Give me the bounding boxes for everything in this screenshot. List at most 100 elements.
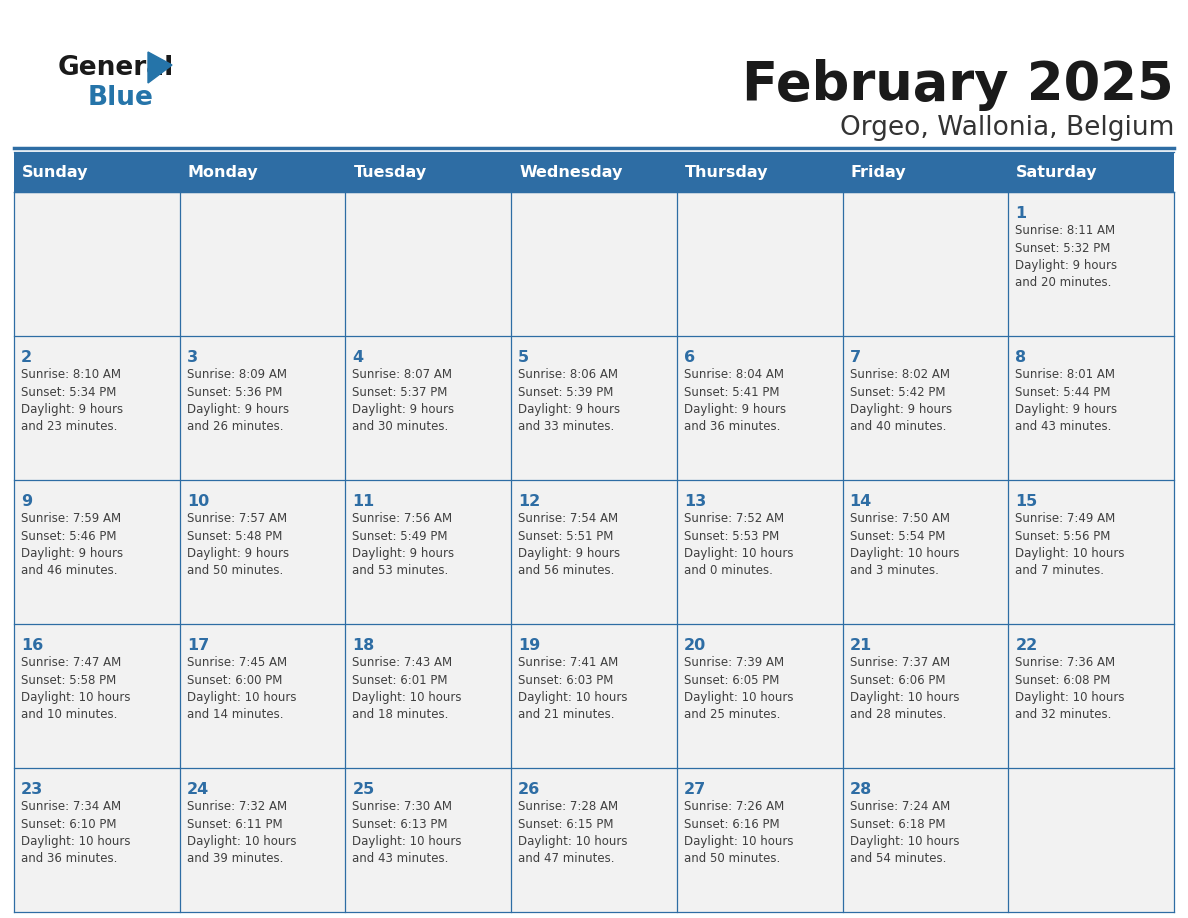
Text: Sunrise: 8:04 AM
Sunset: 5:41 PM
Daylight: 9 hours
and 36 minutes.: Sunrise: 8:04 AM Sunset: 5:41 PM Dayligh…: [684, 368, 786, 433]
Text: Sunrise: 7:24 AM
Sunset: 6:18 PM
Daylight: 10 hours
and 54 minutes.: Sunrise: 7:24 AM Sunset: 6:18 PM Dayligh…: [849, 800, 959, 866]
Bar: [346, 480, 511, 624]
Text: 20: 20: [684, 638, 706, 653]
Text: 25: 25: [353, 782, 374, 797]
Text: 28: 28: [849, 782, 872, 797]
Text: Sunrise: 7:47 AM
Sunset: 5:58 PM
Daylight: 10 hours
and 10 minutes.: Sunrise: 7:47 AM Sunset: 5:58 PM Dayligh…: [21, 656, 131, 722]
Bar: [346, 336, 511, 480]
Text: 18: 18: [353, 638, 374, 653]
Text: February 2025: February 2025: [742, 59, 1174, 111]
Bar: [677, 192, 842, 336]
Text: Wednesday: Wednesday: [519, 164, 623, 180]
Text: 5: 5: [518, 350, 530, 365]
Text: 19: 19: [518, 638, 541, 653]
Bar: [842, 192, 1009, 336]
Bar: [14, 336, 179, 480]
Text: 4: 4: [353, 350, 364, 365]
Bar: [179, 768, 346, 912]
Text: Sunrise: 7:57 AM
Sunset: 5:48 PM
Daylight: 9 hours
and 50 minutes.: Sunrise: 7:57 AM Sunset: 5:48 PM Dayligh…: [187, 512, 289, 577]
Text: Monday: Monday: [188, 164, 258, 180]
Text: Sunrise: 7:59 AM
Sunset: 5:46 PM
Daylight: 9 hours
and 46 minutes.: Sunrise: 7:59 AM Sunset: 5:46 PM Dayligh…: [21, 512, 124, 577]
Bar: [14, 768, 179, 912]
Text: Sunrise: 7:52 AM
Sunset: 5:53 PM
Daylight: 10 hours
and 0 minutes.: Sunrise: 7:52 AM Sunset: 5:53 PM Dayligh…: [684, 512, 794, 577]
Text: Sunrise: 8:02 AM
Sunset: 5:42 PM
Daylight: 9 hours
and 40 minutes.: Sunrise: 8:02 AM Sunset: 5:42 PM Dayligh…: [849, 368, 952, 433]
Text: 27: 27: [684, 782, 706, 797]
Text: Sunrise: 7:50 AM
Sunset: 5:54 PM
Daylight: 10 hours
and 3 minutes.: Sunrise: 7:50 AM Sunset: 5:54 PM Dayligh…: [849, 512, 959, 577]
Text: Sunrise: 7:28 AM
Sunset: 6:15 PM
Daylight: 10 hours
and 47 minutes.: Sunrise: 7:28 AM Sunset: 6:15 PM Dayligh…: [518, 800, 627, 866]
Text: Sunrise: 8:01 AM
Sunset: 5:44 PM
Daylight: 9 hours
and 43 minutes.: Sunrise: 8:01 AM Sunset: 5:44 PM Dayligh…: [1016, 368, 1118, 433]
Text: Sunrise: 7:32 AM
Sunset: 6:11 PM
Daylight: 10 hours
and 39 minutes.: Sunrise: 7:32 AM Sunset: 6:11 PM Dayligh…: [187, 800, 296, 866]
Text: Orgeo, Wallonia, Belgium: Orgeo, Wallonia, Belgium: [840, 115, 1174, 141]
Text: Sunrise: 7:36 AM
Sunset: 6:08 PM
Daylight: 10 hours
and 32 minutes.: Sunrise: 7:36 AM Sunset: 6:08 PM Dayligh…: [1016, 656, 1125, 722]
Text: 16: 16: [21, 638, 43, 653]
Bar: [1009, 192, 1174, 336]
Text: 9: 9: [21, 494, 32, 509]
Text: 8: 8: [1016, 350, 1026, 365]
Bar: [346, 624, 511, 768]
Text: Sunrise: 8:09 AM
Sunset: 5:36 PM
Daylight: 9 hours
and 26 minutes.: Sunrise: 8:09 AM Sunset: 5:36 PM Dayligh…: [187, 368, 289, 433]
Text: Thursday: Thursday: [684, 164, 769, 180]
Bar: [1009, 768, 1174, 912]
Text: Saturday: Saturday: [1016, 164, 1098, 180]
Bar: [179, 192, 346, 336]
Bar: [677, 768, 842, 912]
Text: 10: 10: [187, 494, 209, 509]
Text: Sunrise: 8:10 AM
Sunset: 5:34 PM
Daylight: 9 hours
and 23 minutes.: Sunrise: 8:10 AM Sunset: 5:34 PM Dayligh…: [21, 368, 124, 433]
Text: 21: 21: [849, 638, 872, 653]
Bar: [842, 336, 1009, 480]
Bar: [179, 624, 346, 768]
Bar: [842, 624, 1009, 768]
Bar: [14, 624, 179, 768]
Text: Tuesday: Tuesday: [353, 164, 426, 180]
Bar: [14, 480, 179, 624]
Text: 14: 14: [849, 494, 872, 509]
Bar: [677, 624, 842, 768]
Text: 15: 15: [1016, 494, 1037, 509]
Bar: [179, 336, 346, 480]
Text: 23: 23: [21, 782, 43, 797]
Polygon shape: [148, 52, 172, 83]
Text: Sunrise: 7:34 AM
Sunset: 6:10 PM
Daylight: 10 hours
and 36 minutes.: Sunrise: 7:34 AM Sunset: 6:10 PM Dayligh…: [21, 800, 131, 866]
Bar: [511, 192, 677, 336]
Bar: [14, 152, 1174, 192]
Text: 1: 1: [1016, 206, 1026, 221]
Bar: [179, 480, 346, 624]
Text: Sunrise: 8:07 AM
Sunset: 5:37 PM
Daylight: 9 hours
and 30 minutes.: Sunrise: 8:07 AM Sunset: 5:37 PM Dayligh…: [353, 368, 455, 433]
Text: Sunrise: 7:26 AM
Sunset: 6:16 PM
Daylight: 10 hours
and 50 minutes.: Sunrise: 7:26 AM Sunset: 6:16 PM Dayligh…: [684, 800, 794, 866]
Text: Sunrise: 8:06 AM
Sunset: 5:39 PM
Daylight: 9 hours
and 33 minutes.: Sunrise: 8:06 AM Sunset: 5:39 PM Dayligh…: [518, 368, 620, 433]
Text: 7: 7: [849, 350, 860, 365]
Text: 22: 22: [1016, 638, 1037, 653]
Text: 13: 13: [684, 494, 706, 509]
Text: 24: 24: [187, 782, 209, 797]
Bar: [511, 768, 677, 912]
Text: Friday: Friday: [851, 164, 906, 180]
Bar: [842, 480, 1009, 624]
Text: Sunrise: 7:56 AM
Sunset: 5:49 PM
Daylight: 9 hours
and 53 minutes.: Sunrise: 7:56 AM Sunset: 5:49 PM Dayligh…: [353, 512, 455, 577]
Bar: [842, 768, 1009, 912]
Text: 3: 3: [187, 350, 198, 365]
Text: 26: 26: [518, 782, 541, 797]
Bar: [14, 192, 179, 336]
Text: 12: 12: [518, 494, 541, 509]
Text: Sunrise: 7:41 AM
Sunset: 6:03 PM
Daylight: 10 hours
and 21 minutes.: Sunrise: 7:41 AM Sunset: 6:03 PM Dayligh…: [518, 656, 627, 722]
Bar: [346, 192, 511, 336]
Text: Sunrise: 7:54 AM
Sunset: 5:51 PM
Daylight: 9 hours
and 56 minutes.: Sunrise: 7:54 AM Sunset: 5:51 PM Dayligh…: [518, 512, 620, 577]
Bar: [1009, 624, 1174, 768]
Text: Sunrise: 7:30 AM
Sunset: 6:13 PM
Daylight: 10 hours
and 43 minutes.: Sunrise: 7:30 AM Sunset: 6:13 PM Dayligh…: [353, 800, 462, 866]
Bar: [1009, 480, 1174, 624]
Text: 6: 6: [684, 350, 695, 365]
Bar: [346, 768, 511, 912]
Text: Sunrise: 7:49 AM
Sunset: 5:56 PM
Daylight: 10 hours
and 7 minutes.: Sunrise: 7:49 AM Sunset: 5:56 PM Dayligh…: [1016, 512, 1125, 577]
Text: 2: 2: [21, 350, 32, 365]
Text: 17: 17: [187, 638, 209, 653]
Text: Sunrise: 8:11 AM
Sunset: 5:32 PM
Daylight: 9 hours
and 20 minutes.: Sunrise: 8:11 AM Sunset: 5:32 PM Dayligh…: [1016, 224, 1118, 289]
Text: Blue: Blue: [88, 85, 154, 111]
Text: Sunday: Sunday: [23, 164, 88, 180]
Bar: [677, 480, 842, 624]
Text: General: General: [58, 55, 175, 81]
Text: Sunrise: 7:37 AM
Sunset: 6:06 PM
Daylight: 10 hours
and 28 minutes.: Sunrise: 7:37 AM Sunset: 6:06 PM Dayligh…: [849, 656, 959, 722]
Bar: [677, 336, 842, 480]
Bar: [1009, 336, 1174, 480]
Bar: [511, 480, 677, 624]
Text: Sunrise: 7:45 AM
Sunset: 6:00 PM
Daylight: 10 hours
and 14 minutes.: Sunrise: 7:45 AM Sunset: 6:00 PM Dayligh…: [187, 656, 296, 722]
Bar: [511, 624, 677, 768]
